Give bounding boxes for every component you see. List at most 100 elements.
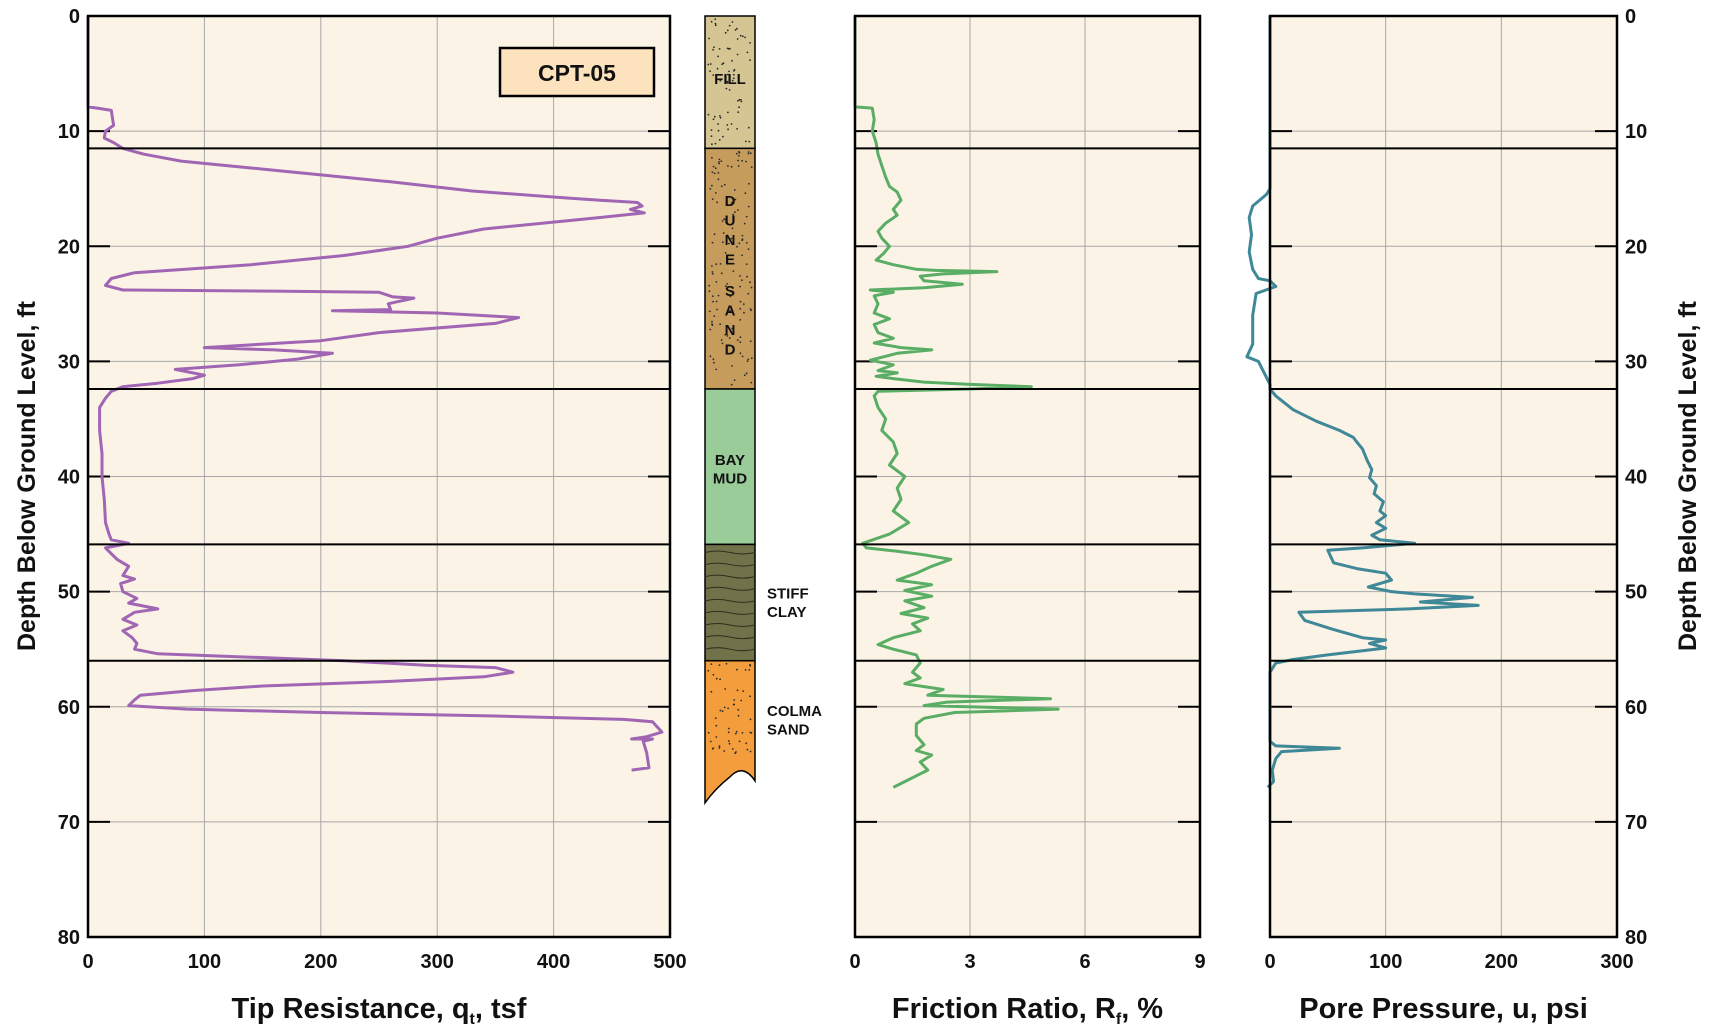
colma-sand-texture-dot [719, 678, 721, 681]
x-axis-title-main: Pore Pressure, u, psi [1299, 993, 1588, 1025]
colma-sand-texture-dot [707, 731, 710, 734]
y-tick-label-right: 20 [1625, 236, 1647, 258]
y-tick-label-left: 80 [58, 927, 80, 949]
fill-texture-dot [736, 53, 739, 56]
dune-sand-texture-dot [730, 290, 733, 293]
fill-texture-dot [719, 79, 722, 82]
x-axis-title-main: Tip Resistance, q [232, 993, 470, 1025]
stratum-label-mud: MUD [713, 470, 747, 487]
stiff-clay-texture-line [704, 550, 756, 555]
dune-sand-texture-dot [726, 335, 729, 337]
x-tick-label: 400 [537, 951, 570, 973]
fill-texture-dot [722, 135, 724, 138]
colma-sand-texture-dot [733, 699, 736, 701]
fill-texture-dot [707, 113, 710, 116]
fill-texture-dot [709, 63, 712, 65]
stiff-clay-texture-line [704, 635, 756, 640]
stiff-clay-texture-line [704, 623, 756, 628]
dune-sand-texture-dot [716, 201, 718, 204]
colma-sand-texture-dot [748, 669, 751, 671]
y-tick-label-left: 0 [69, 6, 80, 28]
fill-texture-dot [747, 126, 750, 129]
panel-pore: 0 100 200 300 Pore Pressure, u, psi [1245, 14, 1634, 1025]
fill-texture-dot [717, 123, 719, 125]
dune-sand-texture-dot [717, 178, 720, 181]
dune-sand-texture-dot [741, 234, 744, 237]
colma-sand-texture-dot [733, 703, 736, 706]
dune-sand-texture-dot [750, 381, 753, 384]
colma-sand-texture-dot [727, 707, 729, 710]
dune-sand-texture-dot [723, 183, 726, 186]
dune-sand-texture-dot [750, 286, 753, 289]
fill-texture-dot [738, 98, 741, 101]
x-tick-label: 200 [304, 951, 337, 973]
y-tick-label-left: 40 [58, 467, 80, 489]
dune-sand-texture-dot [719, 263, 722, 265]
x-tick-label: 0 [849, 951, 860, 973]
dune-sand-texture-dot [734, 211, 736, 214]
dune-sand-texture-dot [718, 162, 720, 165]
stiff-clay-texture-line [704, 586, 756, 591]
stratum-fill [704, 15, 756, 150]
colma-sand-texture-dot [738, 740, 741, 743]
dune-sand-texture-dot [738, 155, 740, 157]
fill-texture-dot [738, 106, 740, 109]
stiff-clay-texture-line [704, 562, 756, 567]
fill-texture-dot [722, 62, 725, 65]
dune-sand-texture-dot [741, 355, 744, 358]
fill-texture-dot [710, 135, 713, 138]
colma-sand-texture-dot [714, 717, 717, 720]
stratum-bay-mud [704, 388, 756, 546]
fill-texture-dot [728, 70, 730, 73]
fill-texture-dot [717, 129, 720, 132]
colma-sand-texture-dot [721, 710, 724, 713]
dune-sand-texture-dot [726, 234, 729, 237]
dune-sand-texture-dot [731, 201, 733, 204]
fill-texture-dot [734, 29, 737, 31]
fill-texture-dot [713, 115, 716, 118]
dune-sand-texture-dot [733, 189, 736, 191]
fill-texture-dot [714, 24, 717, 27]
dune-sand-texture-dot [709, 328, 712, 331]
stratum-label-dune-sand-letter: D [725, 341, 736, 358]
fill-texture-dot [712, 74, 715, 76]
dune-sand-texture-dot [734, 198, 737, 201]
dune-sand-texture-dot [745, 242, 748, 244]
y-tick-label-left: 10 [58, 121, 80, 143]
fill-texture-dot [714, 18, 717, 20]
colma-sand-texture-dot [712, 673, 715, 676]
dune-sand-texture-dot [712, 165, 715, 168]
dune-sand-texture-dot [745, 215, 748, 218]
dune-sand-texture-dot [732, 270, 735, 272]
dune-sand-texture-dot [715, 281, 718, 283]
stratum-label-sand: SAND [767, 721, 810, 738]
dune-sand-texture-dot [715, 263, 718, 266]
dune-sand-texture-dot [717, 294, 720, 297]
dune-sand-texture-dot [748, 182, 750, 185]
colma-sand-texture-dot [749, 695, 751, 698]
y-tick-label-right: 80 [1625, 927, 1647, 949]
dune-sand-texture-dot [720, 160, 723, 163]
fill-texture-dot [727, 111, 729, 114]
x-axis-title: Friction Ratio, Rf, % [892, 993, 1163, 1028]
fill-texture-dot [714, 22, 717, 25]
dune-sand-texture-dot [708, 290, 711, 293]
fill-texture-dot [732, 77, 735, 80]
dune-sand-texture-dot [711, 156, 713, 159]
dune-sand-texture-dot [729, 309, 731, 312]
fill-texture-dot [713, 46, 715, 49]
y-tick-label-right: 70 [1625, 812, 1647, 834]
dune-sand-texture-dot [719, 323, 721, 326]
dune-sand-texture-dot [738, 242, 741, 245]
colma-sand-texture-dot [718, 745, 721, 748]
stratum-label-colma: COLMA [767, 703, 822, 720]
colma-sand-texture-dot [712, 747, 715, 749]
stratum-label-dune-sand-letter: N [725, 322, 736, 339]
dune-sand-texture-dot [743, 311, 745, 314]
dune-sand-texture-dot [731, 227, 734, 230]
dune-sand-texture-dot [730, 237, 733, 240]
fill-texture-dot [746, 51, 749, 54]
colma-sand-texture-dot [724, 688, 727, 690]
y-tick-label-left: 50 [58, 582, 80, 604]
